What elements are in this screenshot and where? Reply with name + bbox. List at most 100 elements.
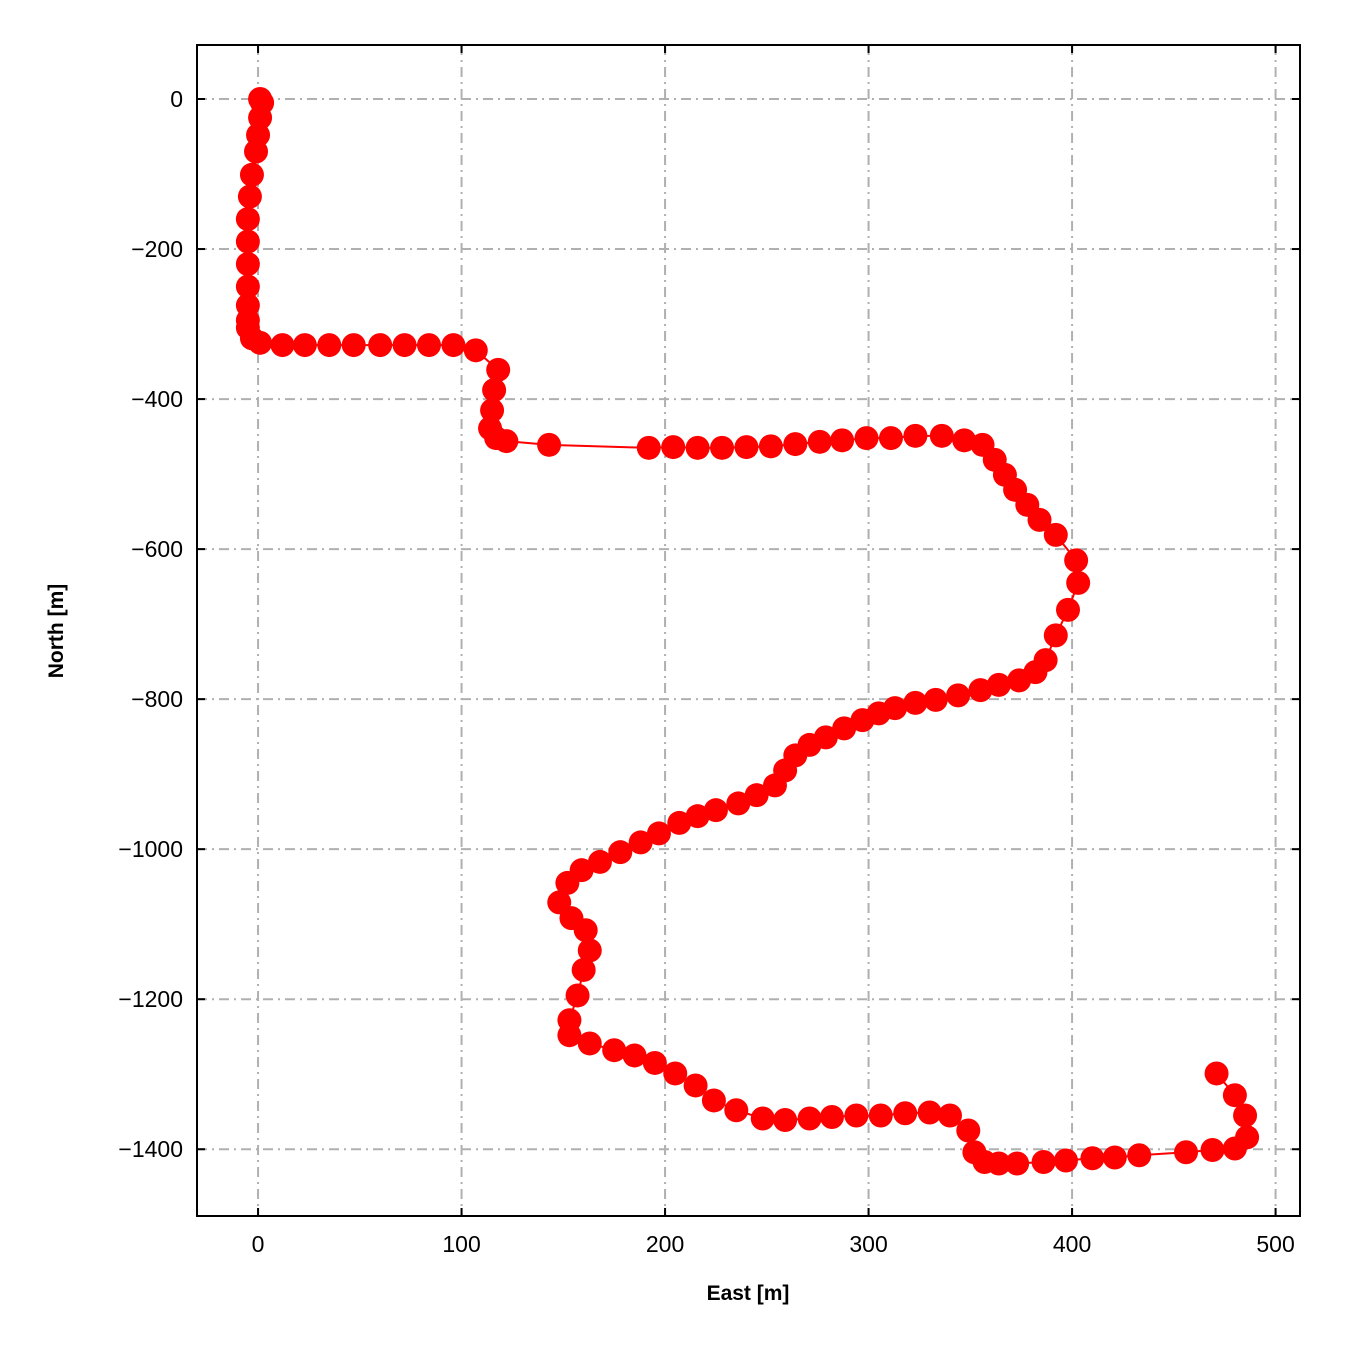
trajectory-point xyxy=(555,870,580,895)
trajectory-point xyxy=(235,274,260,299)
y-tick-label: 0 xyxy=(170,86,183,112)
trajectory-point xyxy=(235,252,260,277)
trajectory-point xyxy=(270,333,295,358)
trajectory-point xyxy=(703,798,728,823)
trajectory-point xyxy=(482,378,507,403)
trajectory-point xyxy=(1007,668,1032,693)
trajectory-point xyxy=(1200,1137,1225,1162)
trajectory-point xyxy=(830,428,855,453)
trajectory-point xyxy=(244,139,269,164)
x-tick-label: 300 xyxy=(849,1231,887,1257)
trajectory-point xyxy=(1235,1125,1260,1150)
trajectory-point xyxy=(392,333,417,358)
trajectory-point xyxy=(807,429,832,454)
trajectory-point xyxy=(292,333,317,358)
trajectory-point xyxy=(773,1107,798,1132)
trajectory-point xyxy=(750,1106,775,1131)
trajectory-point xyxy=(1027,507,1052,532)
y-tick-label: −1000 xyxy=(118,836,183,862)
trajectory-point xyxy=(239,162,264,187)
trajectory-point xyxy=(537,432,562,457)
y-tick-label: −600 xyxy=(131,536,183,562)
grid xyxy=(197,45,1300,1216)
x-tick-label: 500 xyxy=(1256,1231,1294,1257)
trajectory-point xyxy=(1127,1143,1152,1168)
x-tick-label: 100 xyxy=(442,1231,480,1257)
y-axis-label: North [m] xyxy=(45,584,68,678)
trajectory-point xyxy=(573,918,598,943)
trajectory-point xyxy=(724,1098,749,1123)
trajectory-point xyxy=(903,690,928,715)
y-tick-label: −1200 xyxy=(118,986,183,1012)
trajectory-point xyxy=(1031,1149,1056,1174)
trajectory-point xyxy=(923,687,948,712)
trajectory-point xyxy=(622,1043,647,1068)
trajectory-point xyxy=(685,804,710,829)
trajectory-point xyxy=(667,810,692,835)
trajectory-point xyxy=(929,423,954,448)
trajectory-point xyxy=(1053,1148,1078,1173)
trajectory-point xyxy=(1005,1151,1030,1176)
trajectory-point xyxy=(1222,1083,1247,1108)
trajectory-point xyxy=(986,672,1011,697)
trajectory-point xyxy=(734,435,759,460)
trajectory-point xyxy=(587,849,612,874)
trajectory-point xyxy=(317,333,342,358)
trajectory-point xyxy=(248,330,273,355)
trajectory-point xyxy=(1204,1061,1229,1086)
trajectory-point xyxy=(235,229,260,254)
trajectory-point xyxy=(416,333,441,358)
axes-frame xyxy=(196,44,1301,1217)
trajectory-point xyxy=(968,678,993,703)
trajectory-point xyxy=(1102,1145,1127,1170)
trajectory-point xyxy=(557,1023,582,1048)
trajectory-point xyxy=(1064,548,1089,573)
trajectory-point xyxy=(819,1104,844,1129)
trajectory-point xyxy=(701,1088,726,1113)
trajectory-point xyxy=(986,1151,1011,1176)
x-tick-label: 400 xyxy=(1053,1231,1091,1257)
trajectory-point xyxy=(783,432,808,457)
trajectory-point xyxy=(642,1050,667,1075)
trajectory-point xyxy=(577,938,602,963)
trajectory-point xyxy=(1233,1103,1258,1128)
ticks: 0 100 200 300 400 500 0 −200 −400 −600 −800 −1000 −1… xyxy=(118,45,1300,1257)
trajectory-point xyxy=(608,840,633,865)
trajectory-point xyxy=(486,357,511,382)
trajectory-point xyxy=(903,423,928,448)
trajectory-point xyxy=(341,333,366,358)
trajectory-point xyxy=(237,184,262,209)
trajectory-point xyxy=(1080,1146,1105,1171)
trajectory-point xyxy=(850,708,875,733)
trajectory-point xyxy=(1066,570,1091,595)
plot-area xyxy=(235,87,1260,1176)
trajectory-point xyxy=(494,429,519,454)
trajectory-point xyxy=(628,830,653,855)
trajectory-point xyxy=(663,1061,688,1086)
trajectory-point xyxy=(661,435,686,460)
trajectory-point xyxy=(710,435,735,460)
trajectory-point xyxy=(762,773,787,798)
trajectory-point xyxy=(571,957,596,982)
trajectory-point xyxy=(1056,597,1081,622)
trajectory-point xyxy=(726,791,751,816)
trajectory-point xyxy=(797,1106,822,1131)
trajectory-point xyxy=(893,1101,918,1126)
trajectory-point xyxy=(1043,623,1068,648)
trajectory-point xyxy=(868,1103,893,1128)
trajectory-point xyxy=(952,428,977,453)
trajectory-point xyxy=(683,1073,708,1098)
trajectory-point xyxy=(956,1118,981,1143)
trajectory-point xyxy=(946,683,971,708)
trajectory-point xyxy=(565,983,590,1008)
trajectory-point xyxy=(577,1031,602,1056)
trajectory-line xyxy=(246,98,1249,1165)
trajectory-point xyxy=(917,1100,942,1125)
trajectory-point xyxy=(636,435,661,460)
y-tick-label: −800 xyxy=(131,686,183,712)
trajectory-point xyxy=(463,338,488,363)
y-tick-label: −400 xyxy=(131,386,183,412)
trajectory-point xyxy=(368,333,393,358)
trajectory-point xyxy=(854,426,879,451)
